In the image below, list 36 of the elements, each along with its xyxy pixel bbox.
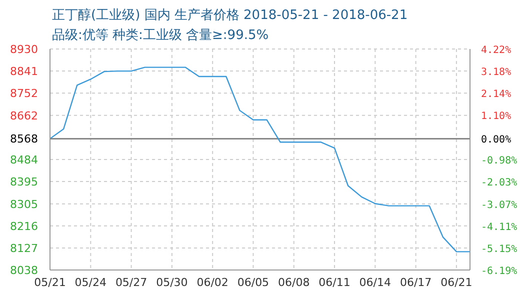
chart-title: 正丁醇(工业级) 国内 生产者价格 2018-05-21 - 2018-06-21 [52, 7, 408, 24]
y2-tick-label: 2.14% [481, 89, 512, 100]
y2-tick-label: 0.00% [481, 134, 512, 146]
y2-tick-label: -3.07% [481, 200, 518, 211]
y2-tick-label: -5.15% [481, 244, 518, 255]
y-tick-label: 8305 [10, 198, 38, 211]
y-tick-label: 8395 [10, 176, 38, 189]
y2-tick-label: -0.98% [481, 155, 518, 166]
y-tick-label: 8662 [10, 109, 38, 122]
y2-tick-label: 1.10% [481, 111, 512, 122]
chart-subtitle: 品级:优等 种类:工业级 含量≥:99.5% [52, 27, 269, 44]
x-tick-label: 05/30 [156, 276, 188, 289]
y2-tick-label: -4.11% [481, 222, 518, 233]
y-tick-label: 8038 [10, 264, 38, 277]
y-tick-label: 8484 [10, 154, 38, 166]
y-tick-label: 8930 [10, 43, 38, 56]
y2-tick-label: -2.03% [481, 178, 518, 189]
x-tick-label: 06/14 [359, 276, 392, 289]
y2-tick-label: 3.18% [481, 67, 512, 78]
x-tick-label: 05/27 [115, 276, 148, 289]
y-tick-label: 8841 [10, 65, 38, 78]
x-tick-label: 06/11 [318, 276, 350, 289]
x-tick-label: 06/21 [440, 276, 472, 289]
line-series [50, 66, 470, 252]
x-tick-label: 06/05 [237, 276, 270, 289]
y2-tick-label: -6.19% [481, 266, 518, 277]
x-tick-label: 06/02 [196, 276, 228, 289]
x-tick-label: 05/24 [74, 276, 106, 289]
y-tick-label: 8127 [10, 242, 38, 255]
y-tick-label: 8568 [10, 132, 38, 146]
y2-tick-label: 4.22% [481, 45, 512, 56]
y-tick-label: 8752 [10, 87, 38, 100]
x-tick-label: 06/08 [278, 276, 310, 289]
y-tick-label: 8216 [10, 220, 38, 233]
x-tick-label: 06/17 [400, 276, 432, 289]
x-tick-label: 05/21 [34, 276, 66, 289]
